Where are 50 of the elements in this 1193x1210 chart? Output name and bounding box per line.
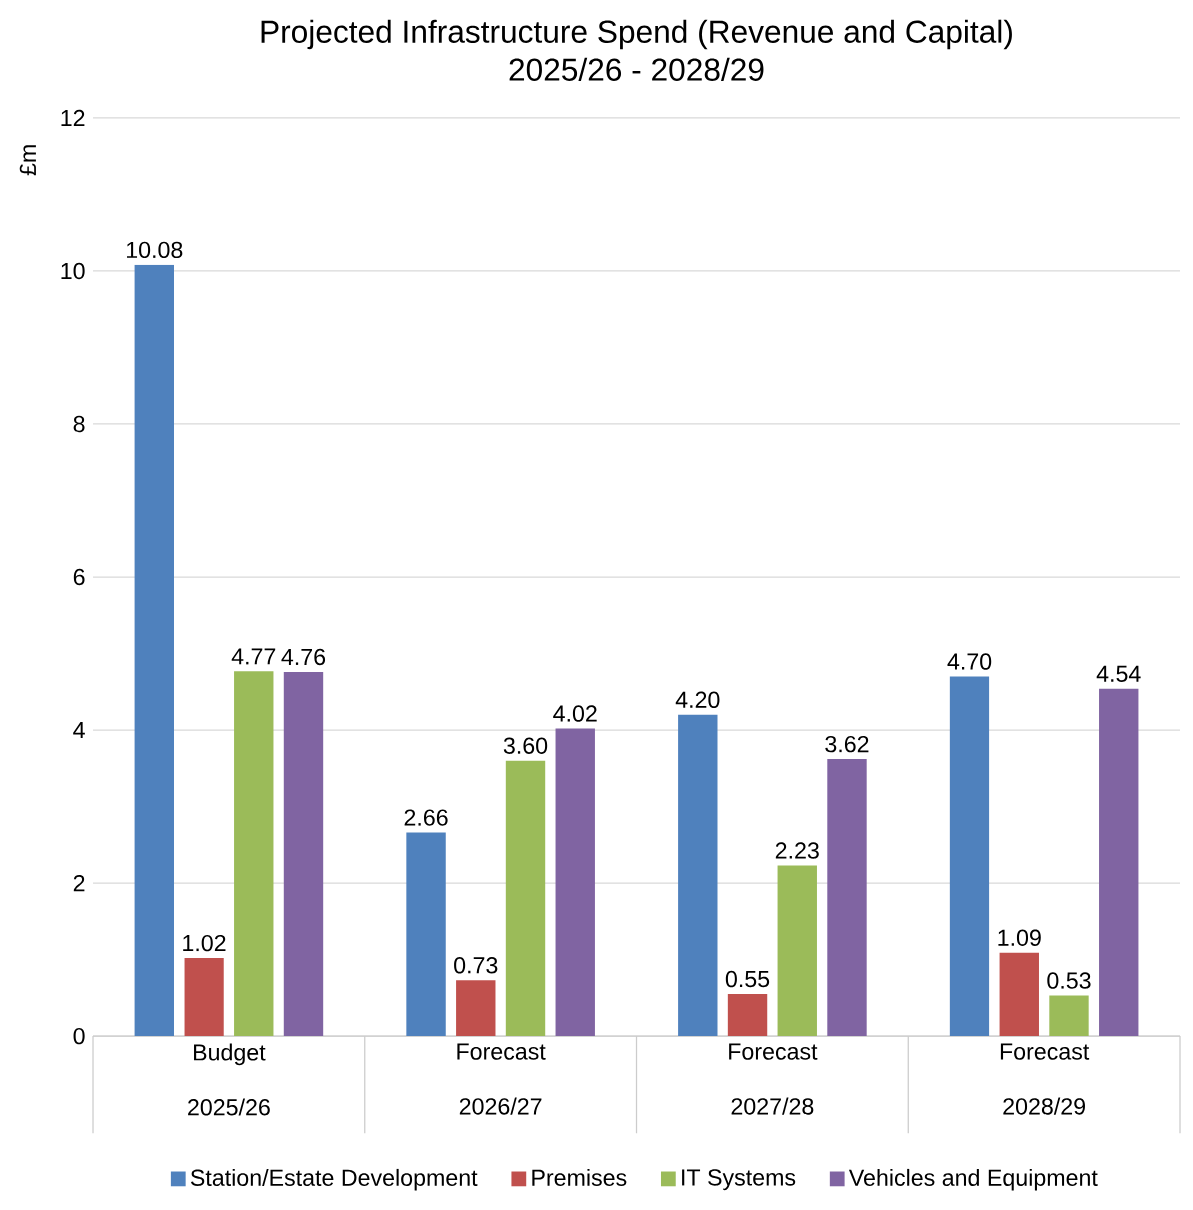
data-label: 1.02 [183,934,226,952]
data-label: 4.70 [947,653,992,670]
data-label: 4.02 [553,705,597,722]
data-label: 3.60 [503,737,548,754]
data-label: 2.66 [404,809,448,826]
y-tick-label: 4 [73,722,85,739]
y-tick-label: 12 [61,109,85,127]
data-label: 0.53 [1047,972,1091,989]
bar [184,958,224,1037]
bar [555,728,595,1037]
category-label: Forecast 2028/29 [1000,1043,1089,1115]
data-label: 4.77 [231,648,276,665]
bar [283,671,324,1037]
bar [949,676,990,1037]
chart-title: Projected Infrastructure Spend (Revenue and Capital) [261,19,1012,50]
data-label: 4.76 [281,648,325,666]
data-label: 4.20 [675,691,720,708]
y-tick-label: 8 [73,415,85,433]
bar [677,714,718,1037]
bar [727,994,768,1037]
legend-label: Station/Estate Development [190,1168,478,1191]
chart-subtitle: 2025/26 - 2028/29 [509,57,764,81]
data-label: 4.54 [1096,665,1141,682]
y-axis-title: £m [19,145,36,176]
bar [827,759,867,1037]
bar [777,865,817,1037]
y-tick-label: 2 [73,874,85,892]
y-tick-label: 10 [61,262,85,280]
bar [1049,995,1089,1037]
data-label: 0.73 [453,957,498,974]
category-label: Forecast 2027/28 [729,1043,818,1115]
bar [233,671,274,1037]
legend-label: IT Systems [681,1169,796,1191]
category-label: Budget 2025/26 [187,1043,270,1116]
data-label: 0.55 [725,970,769,988]
legend-label: Premises [532,1168,627,1186]
y-tick-label: 6 [73,568,85,586]
y-tick-label: 0 [73,1027,85,1045]
data-label: 1.09 [998,929,1041,946]
bar [406,832,446,1037]
bar [455,980,496,1037]
bar [134,264,174,1037]
data-label: 2.23 [775,842,819,859]
bar [505,760,546,1037]
data-label: 3.62 [825,735,869,753]
legend-label: Vehicles and Equipment [848,1168,1098,1191]
bar [1098,688,1139,1037]
category-label: Forecast 2026/27 [457,1043,546,1115]
data-label: 10.08 [126,241,183,259]
bar [999,952,1039,1037]
